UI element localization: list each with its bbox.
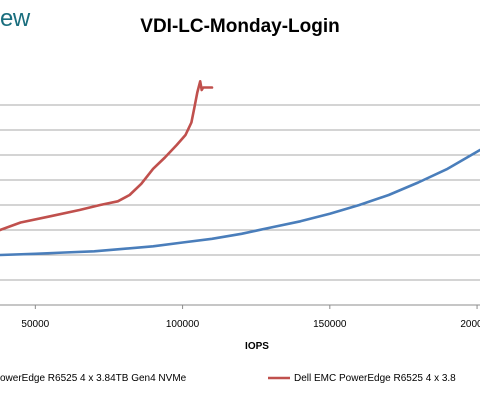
brand-logo: ew [0, 5, 30, 32]
x-axis-title: IOPS [245, 341, 269, 352]
x-tick-label-2: 100000 [166, 319, 200, 330]
series-lines [0, 80, 480, 257]
series-line-2 [0, 80, 214, 232]
legend: owerEdge R6525 4 x 3.84TB Gen4 NVMe Dell … [0, 373, 456, 384]
axes [0, 304, 480, 309]
chart-title: VDI-LC-Monday-Login [140, 16, 339, 37]
gridlines [0, 104, 480, 281]
legend-label-1: owerEdge R6525 4 x 3.84TB Gen4 NVMe [0, 373, 187, 384]
x-tick-label-3: 150000 [313, 319, 347, 330]
x-tick-labels: 50000 100000 150000 200000 [21, 319, 480, 330]
x-tick-label-4: 200000 [460, 319, 480, 330]
x-tick-label-1: 50000 [21, 319, 49, 330]
series-line-1 [0, 148, 480, 257]
legend-label-2: Dell EMC PowerEdge R6525 4 x 3.8 [294, 373, 456, 384]
